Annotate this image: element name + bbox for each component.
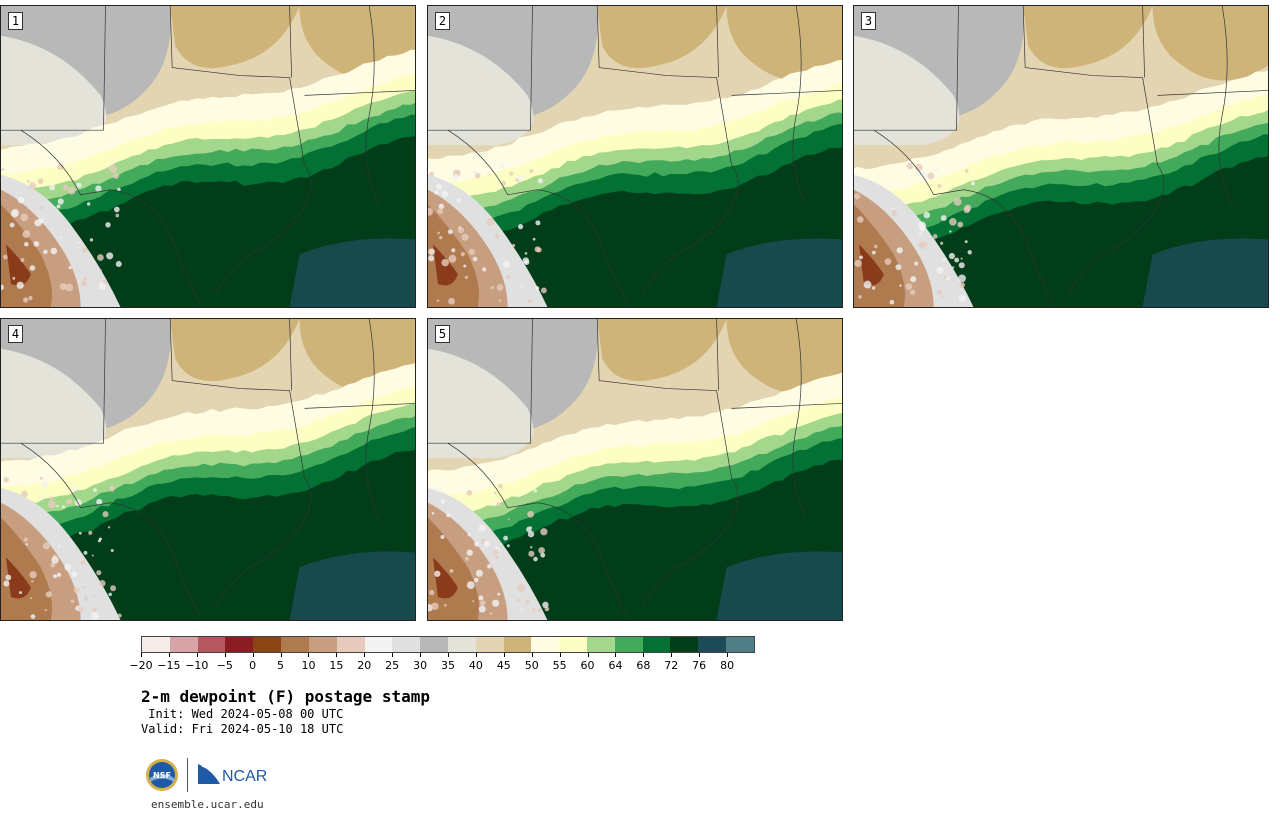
colorbar-segment <box>503 637 532 652</box>
nsf-logo-text: NSF <box>153 771 171 780</box>
colorbar-tick-label: 0 <box>249 659 257 672</box>
colorbar-segment <box>281 637 309 652</box>
colorbar-tick-mark <box>420 653 422 657</box>
colorbar-segment <box>392 637 421 652</box>
colorbar-tick-label: 80 <box>720 659 735 672</box>
colorbar-tick-mark <box>531 653 533 657</box>
ncar-logo: NCAR <box>198 764 267 785</box>
colorbar-tick-label: −10 <box>185 659 209 672</box>
dewpoint-colorbar <box>141 636 755 653</box>
colorbar-tick-mark <box>392 653 394 657</box>
colorbar-tick-label: 45 <box>496 659 511 672</box>
colorbar-tick-mark <box>587 653 589 657</box>
colorbar-tick-mark <box>643 653 645 657</box>
colorbar-tick-mark <box>727 653 729 657</box>
colorbar-tick-label: 25 <box>385 659 400 672</box>
colorbar-segment <box>698 637 727 652</box>
colorbar-segment <box>475 637 504 652</box>
ensemble-member-map-3: 3 <box>853 5 1269 308</box>
colorbar-tick-label: 60 <box>580 659 595 672</box>
colorbar-tick-mark <box>308 653 310 657</box>
colorbar-tick-label: 20 <box>357 659 372 672</box>
colorbar-tick-mark <box>336 653 338 657</box>
colorbar-ticks: −20 −15 −10 −5 0 5 10 15 20 25 30 35 40 45 50 55 60 64 68 7… <box>129 653 755 673</box>
member-label-5: 5 <box>435 325 450 343</box>
colorbar-tick-mark <box>699 653 701 657</box>
colorbar-segment <box>531 637 560 652</box>
dewpoint-map-5 <box>428 319 842 620</box>
colorbar-segment <box>308 637 337 652</box>
colorbar-segment <box>642 637 671 652</box>
colorbar-tick-label: 72 <box>664 659 679 672</box>
colorbar-segment <box>614 637 643 652</box>
colorbar-tick-label: 35 <box>441 659 455 672</box>
colorbar-segment <box>253 637 282 652</box>
colorbar-tick-mark <box>364 653 366 657</box>
ncar-logo-text: NCAR <box>222 768 267 785</box>
colorbar-tick-label: 15 <box>329 659 344 672</box>
ensemble-member-map-1: 1 <box>0 5 416 308</box>
ensemble-member-map-2: 2 <box>427 5 843 308</box>
colorbar-tick-label: 76 <box>692 659 707 672</box>
logo-divider <box>187 758 188 792</box>
colorbar-segment <box>336 637 365 652</box>
colorbar-tick-label: −15 <box>157 659 181 672</box>
colorbar-segment <box>142 637 170 652</box>
member-label-1: 1 <box>8 12 23 30</box>
colorbar-tick-label: 10 <box>301 659 316 672</box>
member-label-3: 3 <box>861 12 876 30</box>
colorbar-tick-mark <box>141 653 142 657</box>
colorbar-segment <box>447 637 476 652</box>
colorbar-tick-label: 50 <box>524 659 539 672</box>
colorbar-tick-mark <box>196 653 198 657</box>
dewpoint-map-4 <box>1 319 415 620</box>
member-label-2: 2 <box>435 12 450 30</box>
colorbar-tick-label: 68 <box>636 659 651 672</box>
colorbar-segment <box>726 637 754 652</box>
chart-title: 2-m dewpoint (F) postage stamp <box>141 687 430 706</box>
colorbar-tick-label: 55 <box>552 659 567 672</box>
ensemble-member-map-5: 5 <box>427 318 843 621</box>
colorbar-tick-label: −20 <box>129 659 153 672</box>
colorbar-tick-mark <box>671 653 673 657</box>
colorbar-tick-mark <box>475 653 477 657</box>
colorbar-tick-mark <box>615 653 617 657</box>
nsf-logo: NSF <box>146 759 178 791</box>
colorbar-tick-label: 64 <box>608 659 623 672</box>
source-url: ensemble.ucar.edu <box>151 798 264 811</box>
ensemble-member-map-4: 4 <box>0 318 416 621</box>
init-time: Init: Wed 2024-05-08 00 UTC <box>141 707 344 721</box>
colorbar-tick-mark <box>252 653 254 657</box>
colorbar-tick-mark <box>448 653 449 657</box>
valid-time: Valid: Fri 2024-05-10 18 UTC <box>141 722 344 736</box>
colorbar-segment <box>587 637 615 652</box>
colorbar-segment <box>559 637 587 652</box>
colorbar-tick-label: −5 <box>216 659 233 672</box>
colorbar-segment <box>225 637 254 652</box>
colorbar-tick-label: 5 <box>277 659 285 672</box>
colorbar-segment <box>364 637 393 652</box>
colorbar-segment <box>420 637 448 652</box>
colorbar-tick-label: 30 <box>413 659 428 672</box>
colorbar-tick-mark <box>224 653 226 657</box>
colorbar-segment <box>197 637 226 652</box>
colorbar-tick-mark <box>168 653 170 657</box>
colorbar-segment <box>670 637 699 652</box>
dewpoint-map-2 <box>428 6 842 307</box>
dewpoint-map-1 <box>1 6 415 307</box>
colorbar-tick-label: 40 <box>468 659 483 672</box>
member-label-4: 4 <box>8 325 23 343</box>
colorbar-tick-mark <box>503 653 505 657</box>
colorbar-segment <box>169 637 198 652</box>
colorbar-tick-mark <box>280 653 282 657</box>
colorbar-tick-mark <box>559 653 561 657</box>
dewpoint-map-3 <box>854 6 1268 307</box>
